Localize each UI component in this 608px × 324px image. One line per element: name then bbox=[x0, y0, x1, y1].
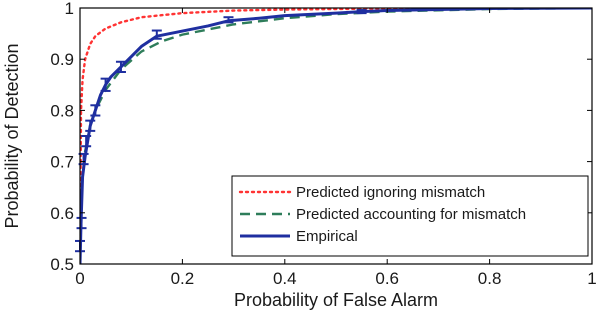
error-bar bbox=[85, 119, 96, 132]
legend-entry: Predicted ignoring mismatch bbox=[238, 184, 485, 201]
legend-box bbox=[231, 175, 589, 257]
y-tick-label: 1 bbox=[65, 0, 74, 18]
x-tick-label: 1 bbox=[587, 269, 596, 288]
x-tick-label: 0.2 bbox=[171, 269, 195, 288]
error-bar bbox=[100, 77, 111, 92]
error-bar bbox=[76, 216, 87, 230]
y-axis-title: Probability of Detection bbox=[2, 43, 22, 228]
y-axis: 0.5 0.6 0.7 0.8 0.9 1 bbox=[50, 0, 592, 274]
x-tick-label: 0.8 bbox=[478, 269, 502, 288]
x-axis-title: Probability of False Alarm bbox=[234, 290, 438, 310]
x-tick-label: 0.6 bbox=[375, 269, 399, 288]
series-line-1 bbox=[80, 8, 592, 264]
error-bar bbox=[90, 104, 101, 117]
error-bar bbox=[115, 60, 126, 73]
error-bar bbox=[81, 135, 92, 148]
x-tick-label: 0.4 bbox=[273, 269, 297, 288]
legend-label: Empirical bbox=[296, 228, 358, 245]
legend-entry: Predicted accounting for mismatch bbox=[240, 206, 526, 223]
y-tick-label: 0.6 bbox=[50, 204, 74, 223]
legend: Predicted ignoring mismatch Predicted acc… bbox=[231, 175, 589, 257]
error-bar bbox=[151, 29, 162, 40]
error-bar bbox=[356, 9, 367, 15]
y-tick-label: 0.5 bbox=[50, 255, 74, 274]
y-tick-label: 0.8 bbox=[50, 101, 74, 120]
x-axis: 0 0.2 0.4 0.6 0.8 1 bbox=[75, 8, 597, 288]
plot-area-frame bbox=[79, 7, 593, 265]
y-tick-label: 0.7 bbox=[50, 153, 74, 172]
error-bar bbox=[223, 16, 234, 24]
legend-label: Predicted accounting for mismatch bbox=[296, 206, 526, 223]
legend-entry: Empirical bbox=[240, 228, 358, 245]
x-tick-label: 0 bbox=[75, 269, 84, 288]
y-tick-label: 0.9 bbox=[50, 50, 74, 69]
legend-label: Predicted ignoring mismatch bbox=[296, 184, 485, 201]
